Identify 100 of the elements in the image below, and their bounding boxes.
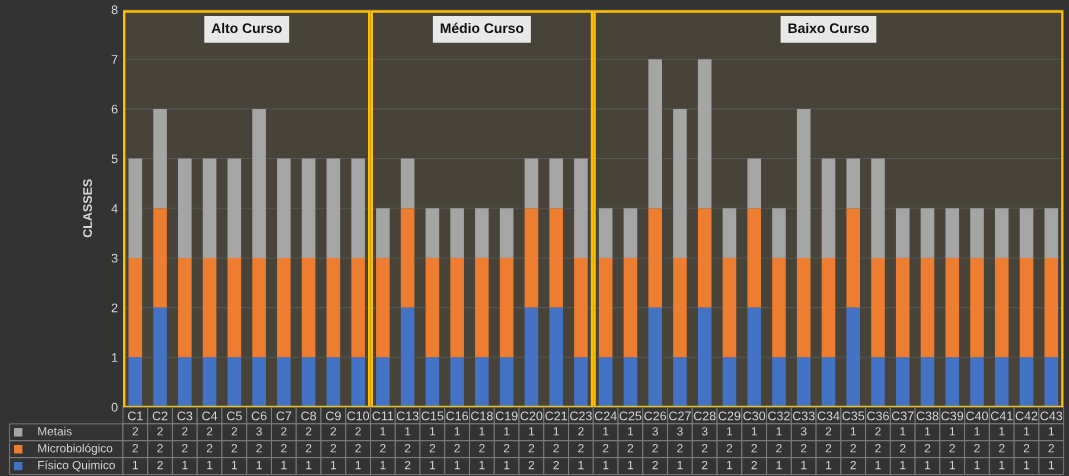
bar	[994, 208, 1009, 258]
data-label: 1	[925, 461, 931, 470]
data-label: 1	[578, 461, 584, 470]
data-label: 1	[454, 427, 460, 436]
band-label: Baixo Curso	[788, 22, 869, 34]
bar	[128, 158, 143, 258]
data-label: 2	[330, 427, 337, 436]
data-label: 2	[281, 427, 287, 436]
data-label: 1	[974, 461, 980, 470]
data-label: 3	[701, 427, 708, 436]
data-label: 1	[529, 427, 535, 436]
x-tick-label: C23	[570, 411, 592, 421]
x-tick-label: C40	[966, 411, 988, 421]
data-label: 2	[602, 444, 609, 453]
data-label: 2	[305, 444, 312, 453]
bar	[871, 257, 885, 358]
data-label: 2	[528, 460, 535, 470]
data-label: 1	[603, 427, 609, 436]
x-tick-label: C19	[495, 411, 518, 421]
bar	[920, 208, 935, 258]
x-tick-label: C42	[1015, 411, 1038, 421]
bar	[945, 257, 960, 358]
y-tick-label: 1	[112, 353, 118, 362]
bar	[499, 257, 514, 358]
x-tick-label: C20	[520, 411, 543, 421]
data-label: 2	[850, 460, 856, 470]
bar	[277, 158, 291, 258]
x-tick-label: C26	[644, 411, 667, 421]
data-label: 1	[330, 461, 337, 470]
data-label: 2	[454, 444, 460, 453]
data-label: 2	[132, 427, 138, 436]
bar	[351, 257, 365, 358]
bar	[227, 257, 242, 358]
data-label: 2	[330, 444, 337, 453]
y-tick-label: 3	[111, 253, 118, 263]
bar	[202, 158, 217, 258]
data-label: 2	[231, 444, 238, 453]
data-label: 2	[182, 444, 188, 453]
bar	[178, 158, 192, 258]
x-tick-label: C6	[251, 411, 267, 421]
data-label: 2	[528, 444, 535, 453]
data-label: 3	[256, 427, 262, 436]
data-label: 2	[627, 444, 634, 453]
data-label: 3	[652, 427, 658, 436]
x-tick-label: C27	[669, 411, 691, 421]
data-label: 1	[281, 461, 287, 470]
data-label: 1	[949, 461, 955, 470]
data-label: 2	[875, 444, 881, 453]
bar	[623, 208, 638, 258]
bar	[574, 158, 588, 258]
data-label: 1	[306, 461, 312, 470]
y-tick-label: 4	[111, 204, 118, 213]
data-label: 2	[553, 460, 559, 470]
data-label: 1	[826, 461, 832, 470]
bar	[450, 257, 464, 358]
bar	[475, 208, 489, 258]
x-tick-label: C29	[718, 411, 741, 421]
data-label: 2	[132, 444, 138, 453]
bar	[128, 257, 143, 358]
bar	[970, 257, 984, 358]
data-label: 2	[900, 444, 906, 453]
x-tick-label: C41	[990, 411, 1013, 421]
data-label: 1	[132, 461, 139, 470]
bar	[895, 257, 910, 358]
data-label: 1	[999, 461, 1005, 470]
bar	[846, 208, 861, 308]
data-label: 2	[751, 460, 757, 470]
bar	[772, 208, 786, 258]
x-tick-label: C38	[916, 411, 939, 421]
data-label: 2	[355, 444, 361, 453]
bar	[1044, 208, 1059, 258]
bar	[227, 158, 242, 258]
bar	[450, 208, 464, 258]
data-label: 2	[1048, 444, 1054, 453]
data-label: 1	[479, 427, 485, 436]
band-label: Médio Curso	[440, 22, 524, 34]
data-label: 1	[603, 461, 609, 470]
data-label: 2	[875, 427, 881, 436]
x-tick-label: C25	[619, 411, 642, 421]
data-label: 1	[751, 427, 757, 436]
bar	[202, 257, 217, 358]
data-label: 1	[430, 427, 436, 436]
x-tick-label: C5	[226, 411, 242, 421]
bar	[697, 208, 712, 308]
x-tick-label: C32	[768, 411, 790, 421]
y-tick-label: 8	[111, 5, 118, 15]
y-tick-label: 6	[111, 104, 118, 114]
bar	[301, 257, 316, 358]
bar	[598, 208, 613, 258]
data-label: 1	[454, 461, 460, 470]
data-label: 1	[949, 427, 955, 436]
x-tick-label: C9	[326, 411, 341, 421]
data-label: 2	[702, 460, 708, 470]
data-label: 2	[825, 427, 832, 436]
bar	[772, 257, 786, 358]
data-label: 2	[429, 444, 436, 453]
data-label: 3	[677, 427, 683, 436]
bar	[549, 158, 563, 209]
bar	[1019, 257, 1034, 358]
data-label: 2	[503, 444, 510, 453]
